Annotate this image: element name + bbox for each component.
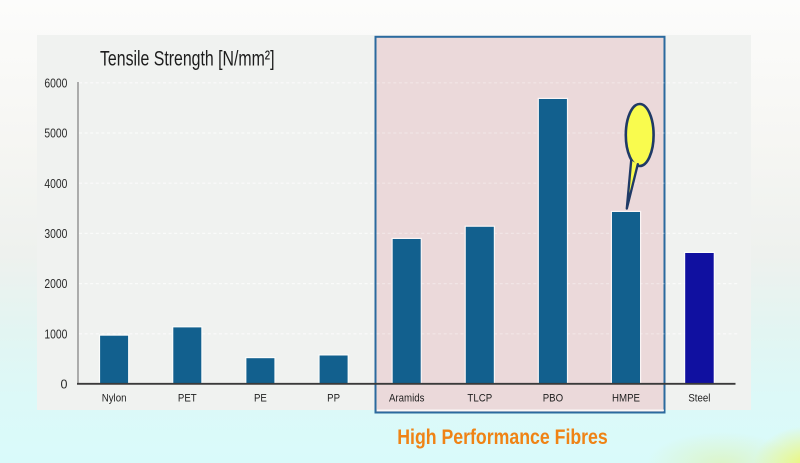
svg-text:3000: 3000 — [44, 227, 67, 241]
svg-text:Steel: Steel — [688, 392, 710, 404]
svg-text:PBO: PBO — [543, 392, 564, 404]
svg-text:PE: PE — [254, 392, 267, 404]
svg-text:5000: 5000 — [44, 127, 67, 141]
svg-text:HMPE: HMPE — [612, 392, 640, 404]
svg-text:PP: PP — [327, 392, 340, 404]
svg-text:4000: 4000 — [44, 177, 67, 191]
svg-text:TLCP: TLCP — [467, 392, 492, 404]
svg-text:Nylon: Nylon — [102, 392, 127, 404]
svg-text:6000: 6000 — [44, 76, 67, 90]
svg-text:0: 0 — [60, 377, 67, 391]
svg-text:2000: 2000 — [44, 277, 67, 291]
svg-text:PET: PET — [178, 392, 197, 404]
svg-text:Tensile Strength [N/mm²]: Tensile Strength [N/mm²] — [100, 47, 275, 70]
svg-text:Aramids: Aramids — [389, 392, 425, 404]
svg-text:1000: 1000 — [44, 327, 67, 341]
svg-text:High Performance Fibres: High Performance Fibres — [397, 426, 608, 449]
